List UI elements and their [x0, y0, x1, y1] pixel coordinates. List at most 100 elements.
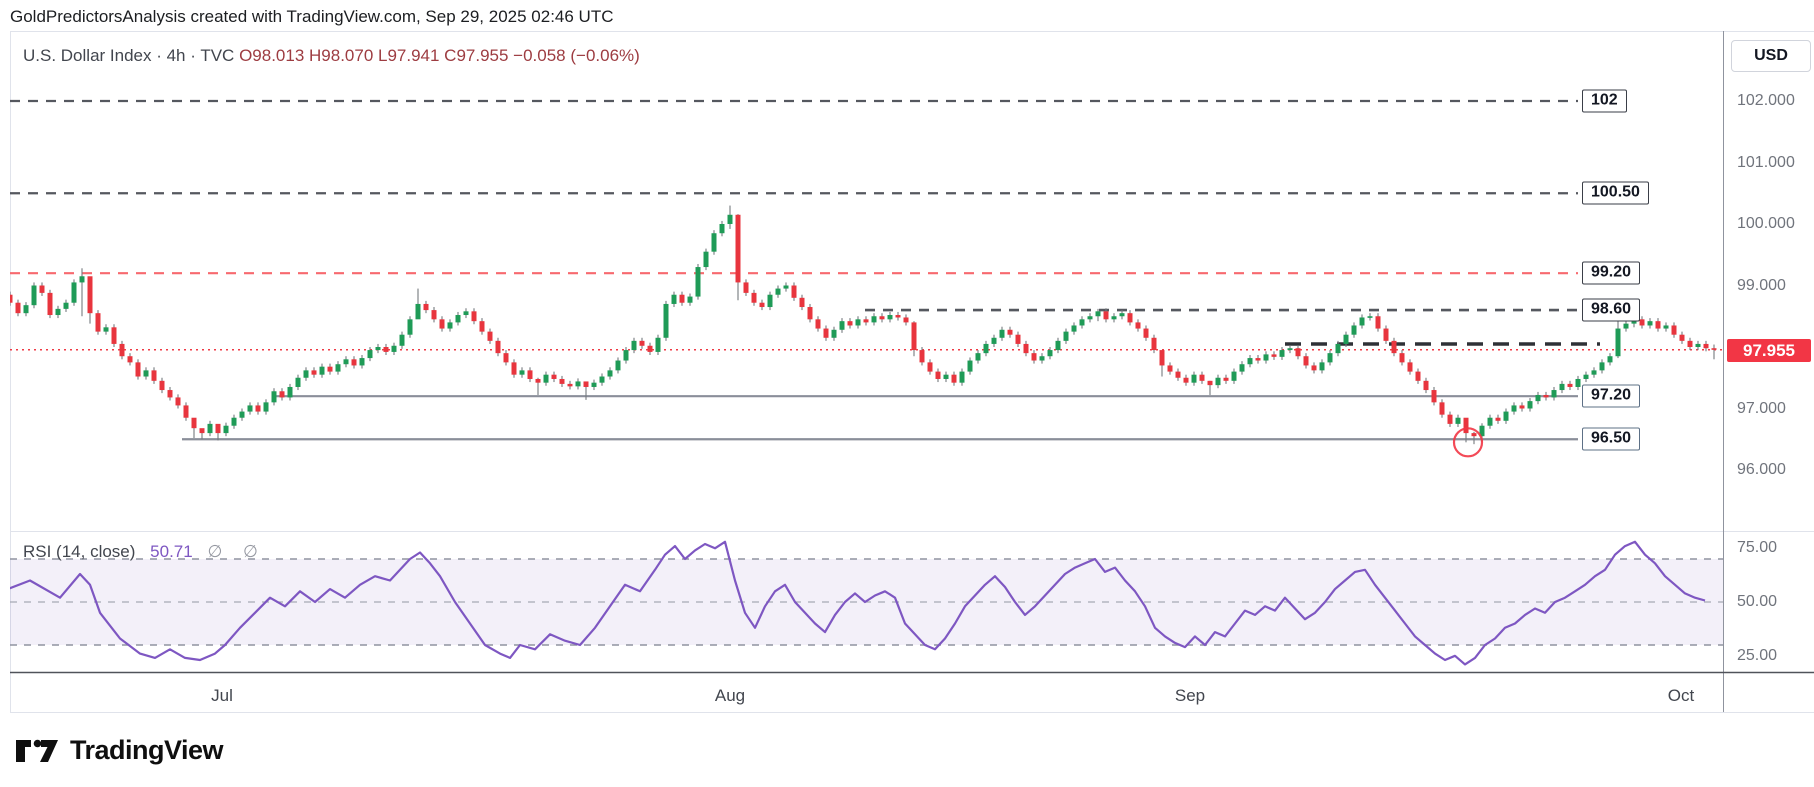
candle-body — [255, 405, 261, 412]
candle-body — [519, 370, 525, 375]
time-axis-label-Oct[interactable]: Oct — [1667, 686, 1695, 705]
candle-body — [895, 315, 901, 318]
level-label-97.20[interactable]: 97.20 — [1582, 384, 1641, 408]
candle-body — [511, 362, 517, 375]
candle-body — [415, 303, 421, 320]
tradingview-logo[interactable]: TradingView — [14, 735, 224, 766]
candle-body — [1655, 321, 1661, 329]
candle-body — [1463, 417, 1469, 434]
ohlc-values: O98.013 H98.070 L97.941 C97.955 −0.058 (… — [239, 46, 640, 65]
level-label-102[interactable]: 102 — [1582, 89, 1627, 113]
level-label-100.50[interactable]: 100.50 — [1582, 181, 1649, 205]
candle-body — [143, 370, 149, 377]
candle-body — [495, 340, 501, 354]
candle-body — [743, 282, 749, 293]
candle-body — [1087, 316, 1093, 320]
candle-body — [1095, 311, 1101, 317]
time-axis-label-Aug[interactable]: Aug — [714, 686, 746, 705]
candle-body — [503, 353, 509, 363]
symbol-title[interactable]: U.S. Dollar Index · 4h · TVC — [23, 46, 235, 65]
candle-body — [375, 347, 381, 351]
candle-body — [903, 317, 909, 323]
candle-body — [1639, 319, 1645, 326]
candle-body — [1111, 316, 1117, 320]
tradingview-logo-text: TradingView — [70, 735, 224, 765]
candle-body — [855, 319, 861, 326]
candle-body — [919, 350, 925, 363]
candle-body — [1215, 377, 1221, 386]
candle-body — [799, 297, 805, 308]
candle-body — [287, 386, 293, 398]
candle-body — [1431, 390, 1437, 403]
candle-body — [1279, 350, 1285, 357]
rsi-axis-tick[interactable]: 75.00 — [1737, 539, 1778, 557]
candle-body — [335, 364, 341, 372]
candle-body — [703, 251, 709, 268]
candle-body — [791, 285, 797, 298]
candle-body — [71, 282, 77, 303]
candle-body — [10, 294, 13, 303]
candle-body — [1607, 356, 1613, 363]
candle-body — [191, 417, 197, 429]
candle-body — [199, 428, 205, 434]
symbol-legend[interactable]: U.S. Dollar Index · 4h · TVC O98.013 H98… — [23, 46, 640, 66]
candle-body — [879, 316, 885, 320]
candle-body — [863, 319, 869, 323]
candle-body — [1031, 353, 1037, 361]
candle-body — [63, 302, 69, 309]
candle-body — [399, 334, 405, 346]
candle-body — [1439, 402, 1445, 415]
price-axis-tick[interactable]: 100.000 — [1737, 215, 1795, 232]
candle-body — [487, 331, 493, 341]
time-axis-label-Sep[interactable]: Sep — [1174, 686, 1206, 705]
price-axis-tick[interactable]: 96.000 — [1737, 461, 1786, 478]
rsi-axis-tick[interactable]: 25.00 — [1737, 646, 1778, 664]
candle-body — [847, 321, 853, 326]
candle-body — [1511, 405, 1517, 412]
rsi-axis-tick[interactable]: 50.00 — [1737, 593, 1778, 610]
candle-body — [135, 362, 141, 377]
price-axis-tick[interactable]: 102.000 — [1737, 92, 1795, 109]
price-axis-tick[interactable]: 101.000 — [1737, 153, 1795, 171]
candle-body — [967, 360, 973, 372]
candle-body — [263, 402, 269, 412]
candle-body — [1295, 348, 1301, 357]
time-axis-label-Jul[interactable]: Jul — [211, 686, 233, 705]
currency-usd-button[interactable]: USD — [1731, 40, 1811, 72]
candle-body — [439, 319, 445, 329]
candle-body — [1303, 356, 1309, 366]
candle-body — [359, 358, 365, 366]
candle-body — [231, 417, 237, 426]
candle-body — [1127, 313, 1133, 323]
rsi-label[interactable]: RSI (14, close) — [23, 542, 136, 561]
candle-body — [1583, 374, 1589, 379]
candle-body — [431, 310, 437, 320]
candle-body — [1455, 417, 1461, 424]
candle-body — [1391, 340, 1397, 354]
candle-body — [647, 345, 653, 352]
candle-body — [1175, 371, 1181, 378]
price-axis-tick[interactable]: 97.000 — [1737, 399, 1786, 417]
level-label-96.50[interactable]: 96.50 — [1582, 427, 1641, 451]
candle-body — [351, 359, 357, 366]
candle-body — [927, 362, 933, 372]
candle-body — [1503, 411, 1509, 421]
candle-body — [831, 329, 837, 338]
candle-body — [479, 321, 485, 332]
level-label-99.20[interactable]: 99.20 — [1582, 261, 1641, 285]
price-axis-tick[interactable]: 99.000 — [1737, 276, 1786, 294]
candle-body — [367, 350, 373, 359]
candle-body — [1663, 325, 1669, 329]
candle-body — [31, 285, 37, 306]
candle-body — [943, 374, 949, 379]
candle-body — [151, 370, 157, 381]
candle-body — [1711, 348, 1717, 350]
annotation-circle[interactable] — [1452, 427, 1484, 458]
candle-body — [1047, 350, 1053, 357]
candle-body — [23, 305, 29, 314]
rsi-legend[interactable]: RSI (14, close) 50.71 ∅ ∅ — [23, 542, 266, 562]
candle-body — [567, 383, 573, 387]
level-label-98.60[interactable]: 98.60 — [1582, 298, 1641, 322]
candle-body — [1007, 329, 1013, 335]
